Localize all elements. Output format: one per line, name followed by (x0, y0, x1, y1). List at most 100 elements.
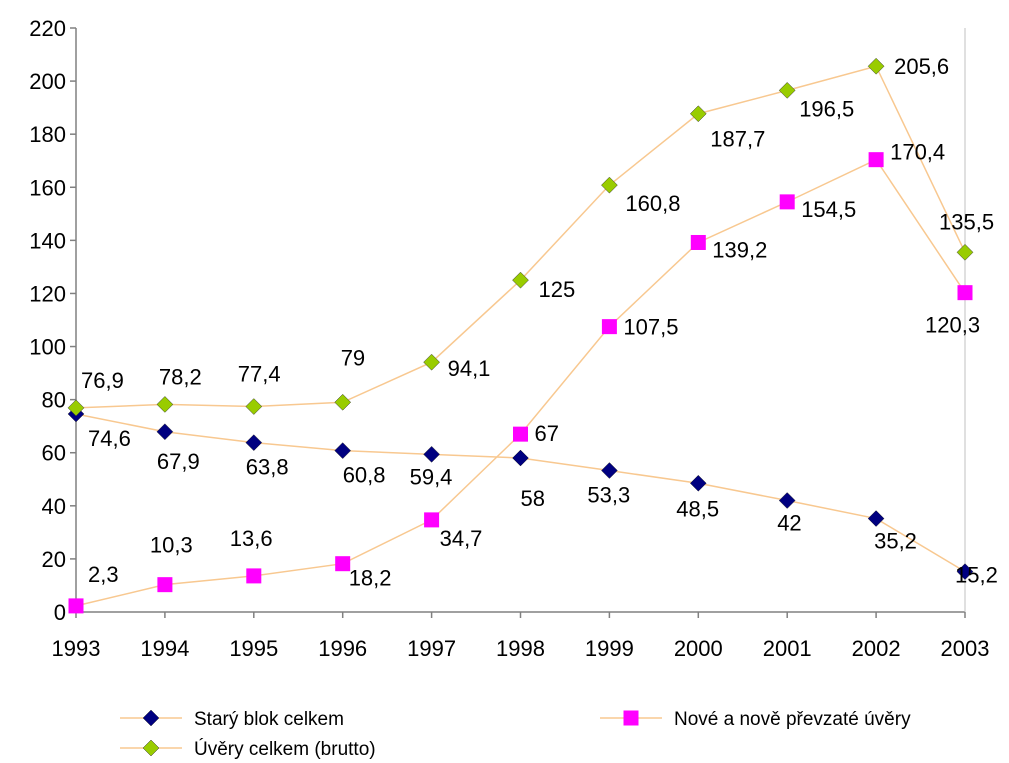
axes: 0 20 40 60 80 100 120 140 160 180 200 220 1993 1994 19… (29, 16, 989, 661)
legend-marker-swatch (142, 739, 160, 757)
y-tick-label: 80 (42, 388, 66, 413)
x-tick-label: 1997 (407, 636, 456, 661)
legend-marker-swatch (142, 709, 160, 727)
data-label-series-1: 139,2 (712, 237, 767, 262)
data-point-series-1 (779, 194, 795, 210)
data-label-series-1: 18,2 (349, 566, 392, 591)
x-tick-label: 1993 (52, 636, 101, 661)
data-labels: 74,6 67,9 63,8 60,8 59,4 58 53,3 48,5 42 35,2 15,2… (81, 54, 998, 590)
x-tick-label: 1995 (229, 636, 278, 661)
data-point-series-2 (156, 396, 174, 413)
x-tick-label: 2002 (852, 636, 901, 661)
data-label-series-2: 196,5 (799, 96, 854, 121)
data-point-series-2 (67, 399, 85, 417)
y-tick-label: 140 (29, 228, 66, 253)
series-line-1 (75, 158, 966, 607)
data-label-series-0: 53,3 (587, 483, 630, 508)
x-tick-label: 2001 (763, 636, 812, 661)
data-point-series-1 (690, 234, 706, 250)
y-tick-label: 160 (29, 175, 66, 200)
data-point-series-0 (778, 492, 796, 509)
data-point-series-1 (246, 568, 262, 584)
series-lines (75, 65, 966, 607)
y-tick-label: 220 (29, 16, 66, 41)
data-label-series-1: 120,3 (925, 313, 980, 338)
y-tick-label: 100 (29, 335, 66, 360)
data-point-series-1 (335, 556, 351, 572)
data-point-series-1 (868, 152, 884, 168)
data-label-series-2: 79 (341, 345, 365, 370)
data-point-series-1 (513, 426, 528, 442)
data-label-series-0: 60,8 (343, 463, 386, 488)
data-point-series-0 (512, 449, 529, 467)
data-label-series-1: 2,3 (88, 562, 119, 587)
data-label-series-2: 187,7 (710, 127, 765, 152)
data-label-series-1: 13,6 (230, 526, 273, 551)
data-point-series-2 (334, 393, 352, 411)
data-point-series-0 (245, 434, 263, 451)
data-label-series-1: 107,5 (623, 315, 678, 340)
data-label-series-0: 15,2 (955, 563, 998, 588)
data-point-series-0 (423, 445, 440, 463)
data-label-series-2: 76,9 (81, 368, 124, 393)
y-tick-label: 60 (42, 441, 66, 466)
x-tick-label: 1999 (585, 636, 634, 661)
y-tick-label: 120 (29, 281, 66, 306)
data-point-series-0 (689, 474, 707, 492)
x-tick-label: 1996 (318, 636, 367, 661)
data-point-series-2 (956, 243, 974, 261)
data-label-series-2: 125 (539, 277, 576, 302)
data-point-series-2 (423, 353, 440, 371)
data-label-series-0: 63,8 (246, 455, 289, 480)
legend-item-2: Úvěry celkem (brutto) (120, 738, 376, 760)
legend-label: Nové a nově převzaté úvěry (674, 709, 911, 730)
data-label-series-1: 67 (535, 421, 559, 446)
legend-label: Starý blok celkem (194, 709, 344, 730)
data-label-series-0: 74,6 (88, 426, 131, 451)
y-tick-label: 40 (42, 494, 66, 519)
y-tick-label: 0 (54, 600, 66, 625)
data-point-series-2 (778, 82, 796, 99)
y-tick-label: 20 (42, 547, 66, 572)
data-label-series-2: 205,6 (894, 54, 949, 79)
data-label-series-1: 170,4 (890, 140, 945, 165)
data-point-series-0 (156, 423, 174, 441)
x-tick-label: 1998 (496, 636, 545, 661)
legend-label: Úvěry celkem (brutto) (194, 738, 376, 760)
data-label-series-0: 67,9 (157, 449, 200, 474)
data-label-series-0: 42 (777, 511, 801, 536)
x-tick-label: 2003 (941, 636, 990, 661)
data-label-series-1: 154,5 (801, 197, 856, 222)
data-point-series-1 (68, 598, 84, 614)
data-point-series-1 (957, 285, 973, 301)
data-point-series-1 (157, 577, 173, 593)
data-label-series-1: 10,3 (150, 533, 193, 558)
data-label-series-2: 135,5 (939, 209, 994, 234)
data-point-series-2 (245, 398, 263, 415)
data-point-series-0 (334, 442, 352, 459)
x-tick-label: 1994 (140, 636, 189, 661)
legend-item-1: Nové a nově převzaté úvěry (600, 709, 911, 730)
data-label-series-2: 78,2 (159, 364, 202, 389)
series-markers (67, 57, 974, 614)
data-point-series-0 (867, 510, 885, 527)
data-point-series-2 (512, 271, 529, 289)
y-tick-label: 200 (29, 69, 66, 94)
data-label-series-0: 59,4 (410, 464, 453, 489)
data-label-series-0: 35,2 (874, 529, 917, 554)
data-point-series-0 (601, 462, 618, 479)
data-point-series-2 (689, 105, 707, 123)
data-label-series-0: 58 (521, 486, 545, 511)
data-label-series-1: 34,7 (440, 526, 483, 551)
y-tick-label: 180 (29, 122, 66, 147)
data-label-series-2: 77,4 (238, 362, 281, 387)
data-point-series-1 (601, 319, 617, 335)
data-label-series-2: 94,1 (448, 356, 491, 381)
legend-item-0: Starý blok celkem (120, 709, 344, 730)
legend-marker-swatch (623, 710, 639, 726)
x-tick-label: 2000 (674, 636, 723, 661)
data-point-series-0 (956, 563, 974, 581)
data-label-series-2: 160,8 (625, 191, 680, 216)
data-label-series-0: 48,5 (676, 496, 719, 521)
